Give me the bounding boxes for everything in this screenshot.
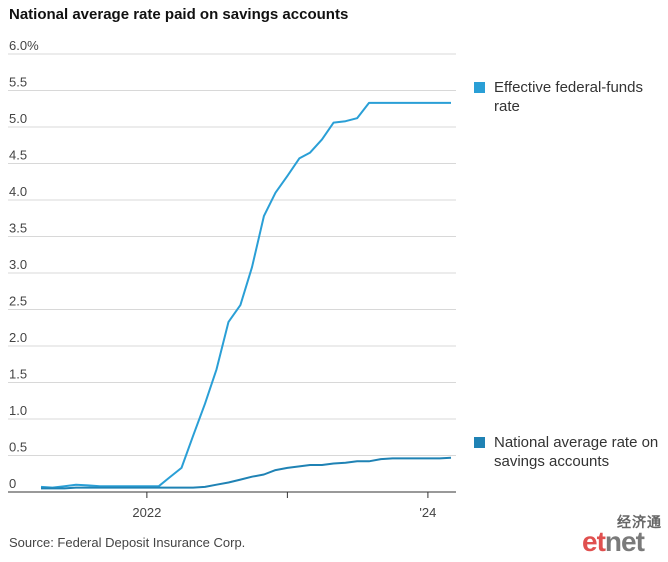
source-note: Source: Federal Deposit Insurance Corp. xyxy=(9,535,246,550)
logo-et: et xyxy=(582,526,606,557)
y-tick-label: 5.5 xyxy=(9,75,27,90)
y-tick-label: 2.5 xyxy=(9,294,27,309)
y-tick-label: 4.5 xyxy=(9,148,27,163)
legend-swatch-savings xyxy=(474,437,485,448)
y-tick-label: 3.5 xyxy=(9,221,27,236)
y-axis-ticks: 6.0% 5.5 5.0 4.5 4.0 3.5 3.0 2.5 2.0 1.5 1.0 0.5 0 xyxy=(9,38,39,491)
line-chart: 6.0% 5.5 5.0 4.5 4.0 3.5 3.0 2.5 2.0 1.5 1.0 0.5 0 2… xyxy=(8,38,456,520)
legend-label-fedfunds: Effective federal-funds rate xyxy=(494,79,643,115)
series-lines xyxy=(40,101,452,490)
logo-wordmark: etnet xyxy=(582,526,645,558)
grid-lines xyxy=(8,53,456,456)
legend-item-savings: National average rate on savings account… xyxy=(474,433,666,471)
y-tick-label: 1.5 xyxy=(9,367,27,382)
series-line-fedfunds xyxy=(40,101,451,489)
logo-net: net xyxy=(604,526,645,557)
legend-item-fedfunds: Effective federal-funds rate xyxy=(474,78,666,116)
y-tick-label: 4.0 xyxy=(9,184,27,199)
chart-title: National average rate paid on savings ac… xyxy=(9,6,349,23)
y-tick-label: 0 xyxy=(9,476,16,491)
legend-label-savings: National average rate on savings account… xyxy=(494,434,659,470)
x-tick-label: 2022 xyxy=(132,505,161,520)
etnet-logo: 经济通 etnet xyxy=(580,512,666,560)
x-tick-label: '24 xyxy=(419,505,436,520)
legend-swatch-fedfunds xyxy=(474,82,485,93)
y-tick-label: 0.5 xyxy=(9,440,27,455)
y-tick-label: 3.0 xyxy=(9,257,27,272)
y-tick-label: 1.0 xyxy=(9,403,27,418)
y-tick-label: 6.0% xyxy=(9,38,39,53)
y-tick-label: 5.0 xyxy=(9,111,27,126)
logo-chinese-text: 经济通 xyxy=(617,514,662,530)
y-tick-label: 2.0 xyxy=(9,330,27,345)
series-line-savings xyxy=(41,456,452,490)
x-axis: 2022 '24 xyxy=(8,491,456,520)
